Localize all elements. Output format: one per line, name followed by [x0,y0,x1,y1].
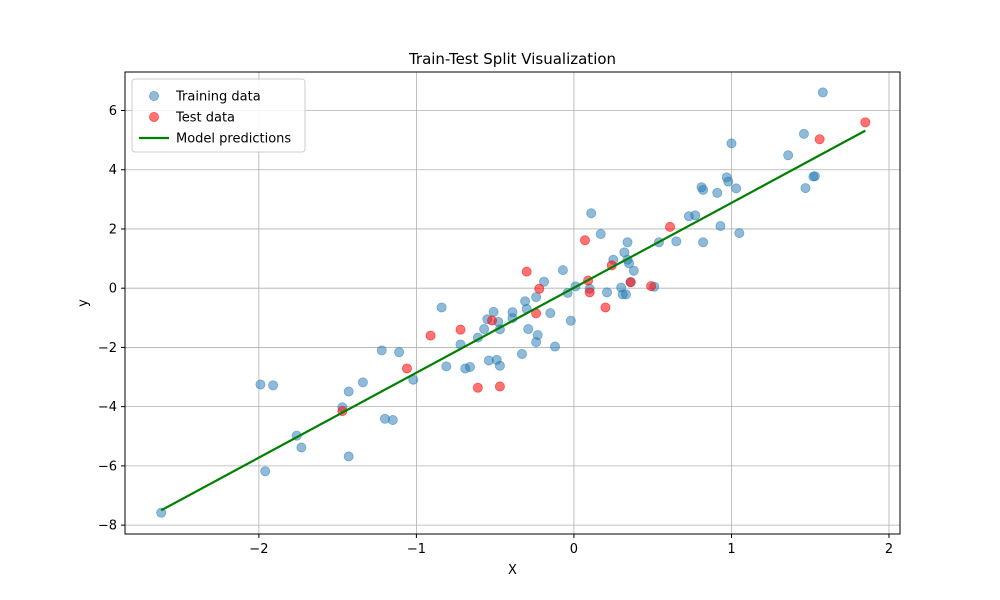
series-training-data [156,87,828,518]
training-point [479,324,490,335]
training-point [539,276,550,287]
training-point [783,150,794,161]
training-point [734,228,745,239]
training-point [516,348,527,359]
series-test-data [337,117,871,417]
training-point [698,184,709,195]
test-point [425,330,436,341]
test-point [860,117,871,128]
training-point [296,442,307,453]
training-point [545,308,556,319]
y-tick-label: 0 [109,282,117,297]
y-tick-label: 6 [109,104,117,119]
training-point [586,208,597,219]
training-point [394,347,405,358]
training-point [260,466,271,477]
training-point [531,292,542,303]
y-tick-label: −8 [98,519,117,534]
training-point [595,228,606,239]
prediction-line [160,129,866,512]
x-tick-label: 0 [570,542,578,557]
training-point [343,386,354,397]
x-tick-label: −1 [407,542,426,557]
test-point [534,283,545,294]
training-point [488,306,499,317]
axis-ticks: −2 −1 0 1 2 −8 −6 −4 −2 0 2 4 6 [98,104,893,557]
training-point [464,361,475,372]
training-point [671,236,682,247]
training-point [602,287,613,298]
test-point [665,221,676,232]
plot-series [156,87,871,518]
legend: Training data Test data Model predictions [131,78,306,153]
test-point [401,363,412,374]
test-point [625,277,636,288]
training-point [800,183,811,194]
test-point [579,235,590,246]
test-point [472,382,483,393]
training-point [532,329,543,340]
training-point [620,289,631,300]
training-point [376,345,387,356]
test-point [494,381,505,392]
training-point [565,315,576,326]
training-point [731,183,742,194]
legend-label-model-predictions: Model predictions [176,132,291,147]
training-point [723,176,734,187]
y-tick-label: −6 [98,459,117,474]
y-axis-label: y [76,299,91,307]
training-point [557,265,568,276]
training-point [268,380,279,391]
training-point [798,128,809,139]
training-point [726,138,737,149]
legend-swatch-test-data [148,112,159,123]
training-point [255,379,266,390]
x-tick-label: −2 [249,542,268,557]
training-point [441,361,452,372]
training-point [622,237,633,248]
y-tick-label: −4 [98,400,117,415]
y-tick-label: −2 [98,341,117,356]
legend-swatch-training-data [148,91,159,102]
training-point [156,507,167,518]
test-point [646,281,657,292]
training-point [698,237,709,248]
test-point [521,266,532,277]
x-tick-label: 1 [727,542,735,557]
test-point [455,324,466,335]
chart-title: Train-Test Split Visualization [408,50,616,68]
training-point [357,377,368,388]
grid [125,72,900,534]
training-point [494,360,505,371]
training-point [715,220,726,231]
training-point [343,451,354,462]
legend-label-test-data: Test data [175,111,235,126]
training-point [387,414,398,425]
training-point [628,265,639,276]
y-tick-label: 4 [109,163,117,178]
training-point [690,210,701,221]
x-axis-label: X [508,563,517,578]
test-point [814,134,825,145]
y-tick-label: 2 [109,222,117,237]
training-point [809,171,820,182]
training-point [550,341,561,352]
x-tick-label: 2 [885,542,893,557]
training-point [436,302,447,313]
series-model-predictions [160,129,866,512]
training-point [817,87,828,98]
legend-box [131,78,306,153]
training-point [712,187,723,198]
legend-label-training-data: Training data [175,90,261,105]
plot-frame [124,71,901,535]
training-point [523,324,534,335]
test-point [584,287,595,298]
test-point [487,315,498,326]
test-point [600,302,611,313]
